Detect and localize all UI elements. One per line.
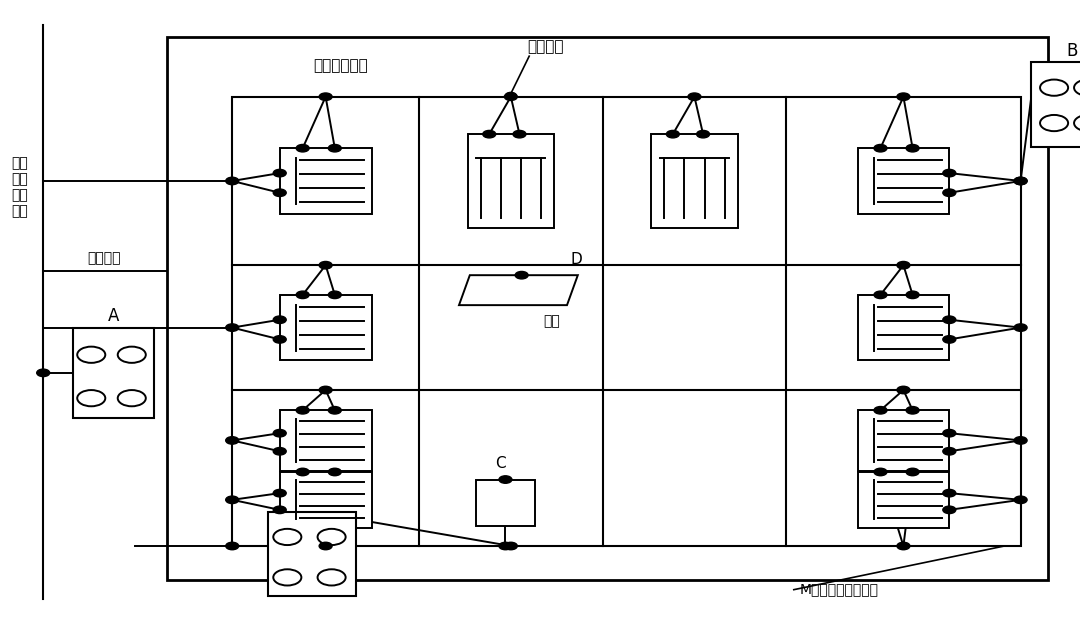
Text: 本层竖井: 本层竖井: [86, 251, 121, 265]
Circle shape: [320, 93, 333, 100]
Polygon shape: [459, 275, 578, 305]
Circle shape: [943, 506, 956, 514]
Circle shape: [943, 169, 956, 177]
Circle shape: [515, 271, 528, 279]
Bar: [475, 479, 536, 527]
Circle shape: [296, 291, 309, 299]
Circle shape: [273, 316, 286, 323]
Bar: [858, 411, 949, 470]
Circle shape: [504, 542, 517, 550]
Circle shape: [943, 336, 956, 343]
Bar: [858, 472, 949, 528]
Bar: [167, 37, 1048, 580]
Circle shape: [943, 429, 956, 437]
Text: 设备机房示意: 设备机房示意: [313, 58, 367, 73]
Bar: [280, 149, 372, 213]
Circle shape: [874, 145, 887, 152]
Bar: [858, 295, 949, 361]
Circle shape: [328, 291, 341, 299]
Text: C: C: [495, 456, 505, 472]
Circle shape: [688, 93, 701, 100]
Text: 单台设备: 单台设备: [527, 39, 564, 54]
Circle shape: [943, 447, 956, 455]
Bar: [1031, 62, 1080, 147]
Circle shape: [273, 506, 286, 514]
Text: B: B: [1066, 42, 1078, 60]
Circle shape: [943, 316, 956, 323]
Text: 线槽: 线槽: [543, 314, 561, 328]
Circle shape: [943, 489, 956, 497]
Circle shape: [513, 130, 526, 138]
Circle shape: [273, 429, 286, 437]
Circle shape: [666, 130, 679, 138]
Bar: [280, 472, 372, 528]
Circle shape: [226, 437, 239, 444]
Circle shape: [273, 189, 286, 197]
Circle shape: [499, 475, 512, 483]
Bar: [232, 97, 1021, 546]
Circle shape: [897, 542, 910, 550]
Bar: [73, 328, 154, 418]
Circle shape: [1014, 177, 1027, 185]
Circle shape: [897, 93, 910, 100]
Circle shape: [897, 386, 910, 394]
Circle shape: [328, 145, 341, 152]
Circle shape: [328, 468, 341, 475]
Circle shape: [273, 447, 286, 455]
Circle shape: [320, 542, 333, 550]
Circle shape: [874, 291, 887, 299]
Circle shape: [906, 468, 919, 475]
Circle shape: [1014, 177, 1027, 185]
Circle shape: [296, 468, 309, 475]
Circle shape: [906, 291, 919, 299]
Circle shape: [320, 386, 333, 394]
Circle shape: [226, 177, 239, 185]
Circle shape: [1014, 496, 1027, 504]
Circle shape: [273, 169, 286, 177]
Bar: [268, 512, 356, 596]
Circle shape: [37, 369, 50, 376]
Circle shape: [906, 407, 919, 414]
Circle shape: [1014, 324, 1027, 331]
Text: 电气
竖井
接地
干线: 电气 竖井 接地 干线: [11, 156, 28, 218]
Circle shape: [226, 324, 239, 331]
Circle shape: [226, 542, 239, 550]
Circle shape: [505, 92, 516, 99]
Bar: [858, 149, 949, 213]
Circle shape: [226, 496, 239, 504]
Circle shape: [296, 407, 309, 414]
Bar: [280, 411, 372, 470]
Circle shape: [320, 261, 333, 269]
Text: D: D: [570, 252, 582, 267]
Bar: [468, 134, 554, 228]
Circle shape: [296, 145, 309, 152]
Bar: [651, 134, 738, 228]
Circle shape: [874, 407, 887, 414]
Circle shape: [1014, 437, 1027, 444]
Circle shape: [874, 468, 887, 475]
Circle shape: [273, 489, 286, 497]
Circle shape: [906, 145, 919, 152]
Text: A: A: [108, 308, 120, 325]
Text: B: B: [307, 492, 318, 509]
Circle shape: [504, 93, 517, 100]
Circle shape: [483, 130, 496, 138]
Circle shape: [897, 261, 910, 269]
Text: M型等电位连接网络: M型等电位连接网络: [799, 583, 878, 597]
Circle shape: [499, 542, 512, 550]
Circle shape: [273, 336, 286, 343]
Bar: [280, 295, 372, 361]
Circle shape: [943, 189, 956, 197]
Circle shape: [328, 407, 341, 414]
Circle shape: [697, 130, 710, 138]
